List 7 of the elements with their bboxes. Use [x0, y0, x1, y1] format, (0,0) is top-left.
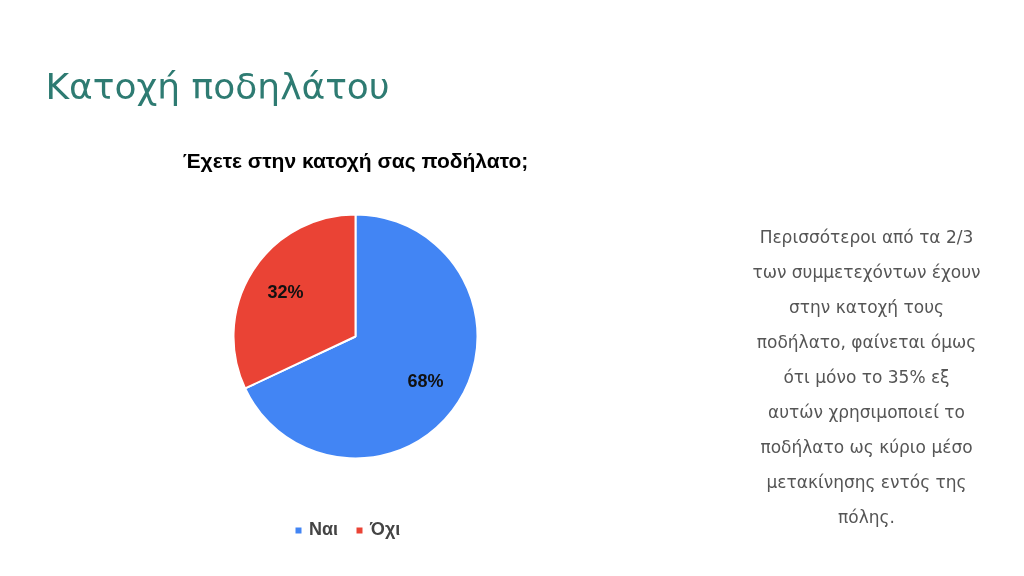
chart-title: Κατοχή ποδηλάτου — [45, 66, 390, 107]
legend-label: Ναι — [309, 519, 339, 540]
chart-subtitle: Έχετε στην κατοχή σας ποδήλατο; — [182, 149, 529, 173]
text: Περισσότεροι από τα 2/3 των συμμετεχόντων έχουν στην κατοχή τους ποδήλατο, φαίνεται όμως ότι μόνο το 35% εξ αυτών χρησιμοποιεί το ποδήλατο ως κύριο μέσο μετακίνησης εντός της πόλης. — [752, 226, 981, 527]
legend-label: Όχι — [370, 519, 401, 540]
data-label: 68% — [407, 370, 444, 391]
data-label: 32% — [267, 282, 304, 303]
